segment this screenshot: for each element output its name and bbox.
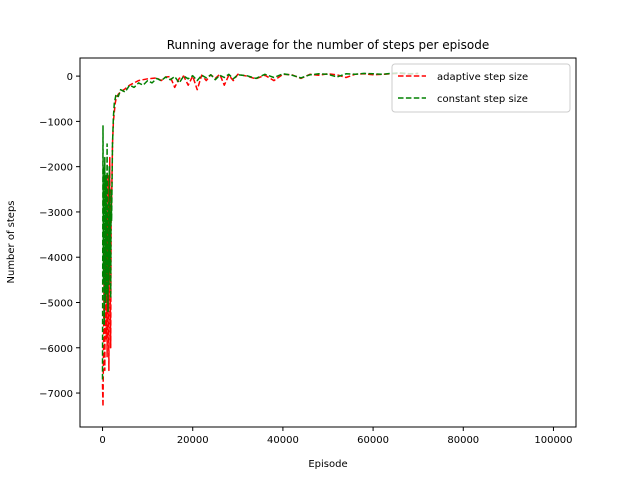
plot-frame [79,57,577,428]
plot-layer [101,72,419,408]
series-line-constant [101,72,419,380]
x-tick-label: 0 [99,435,105,446]
legend-label-adaptive: adaptive step size [437,72,528,83]
chart-title: Running average for the number of steps … [167,38,489,52]
y-tick-label: −3000 [39,208,73,219]
y-tick-label: −7000 [39,389,73,400]
x-tick-label: 20000 [177,435,209,446]
y-axis-label: Number of steps [6,200,17,283]
x-tick-label: 80000 [447,435,479,446]
y-tick-label: 0 [67,72,73,83]
x-axis-ticks: 0 20000 40000 60000 80000 100000 [99,427,573,446]
y-tick-label: −6000 [39,344,73,355]
y-axis-ticks: −7000 −6000 −5000 −4000 −3000 −2000 −1000 0 [39,72,80,400]
y-tick-label: −2000 [39,163,73,174]
legend-box [391,63,571,113]
y-tick-label: −5000 [39,298,73,309]
legend: adaptive step size constant step size [391,63,571,113]
x-tick-label: 60000 [357,435,389,446]
y-tick-label: −1000 [39,117,73,128]
x-axis-label: Episode [308,459,347,470]
y-tick-label: −4000 [39,253,73,264]
legend-label-constant: constant step size [437,94,528,105]
x-tick-label: 40000 [267,435,299,446]
x-tick-label: 100000 [534,435,572,446]
